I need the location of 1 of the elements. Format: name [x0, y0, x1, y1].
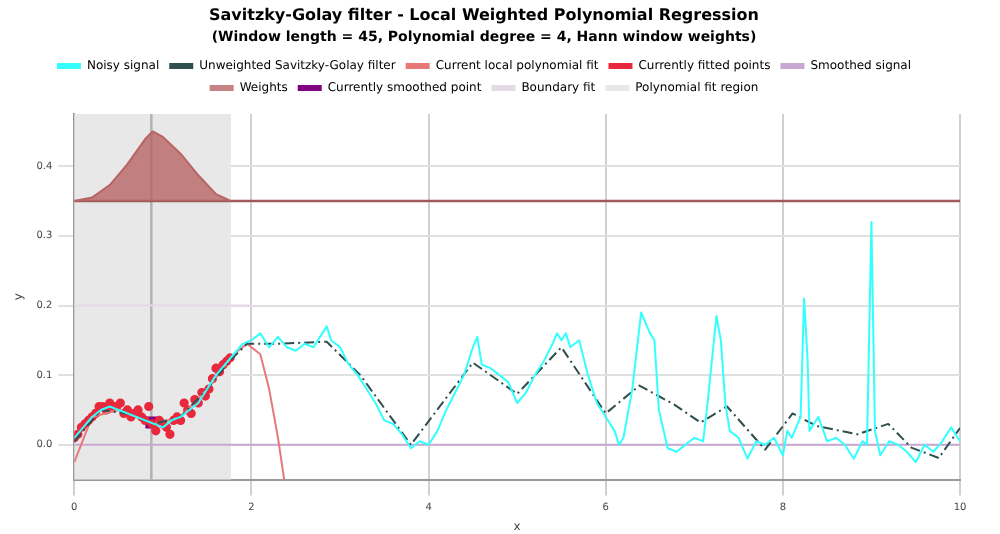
chart-title: Savitzky-Golay filter - Local Weighted Polynomial Regression	[209, 5, 760, 24]
